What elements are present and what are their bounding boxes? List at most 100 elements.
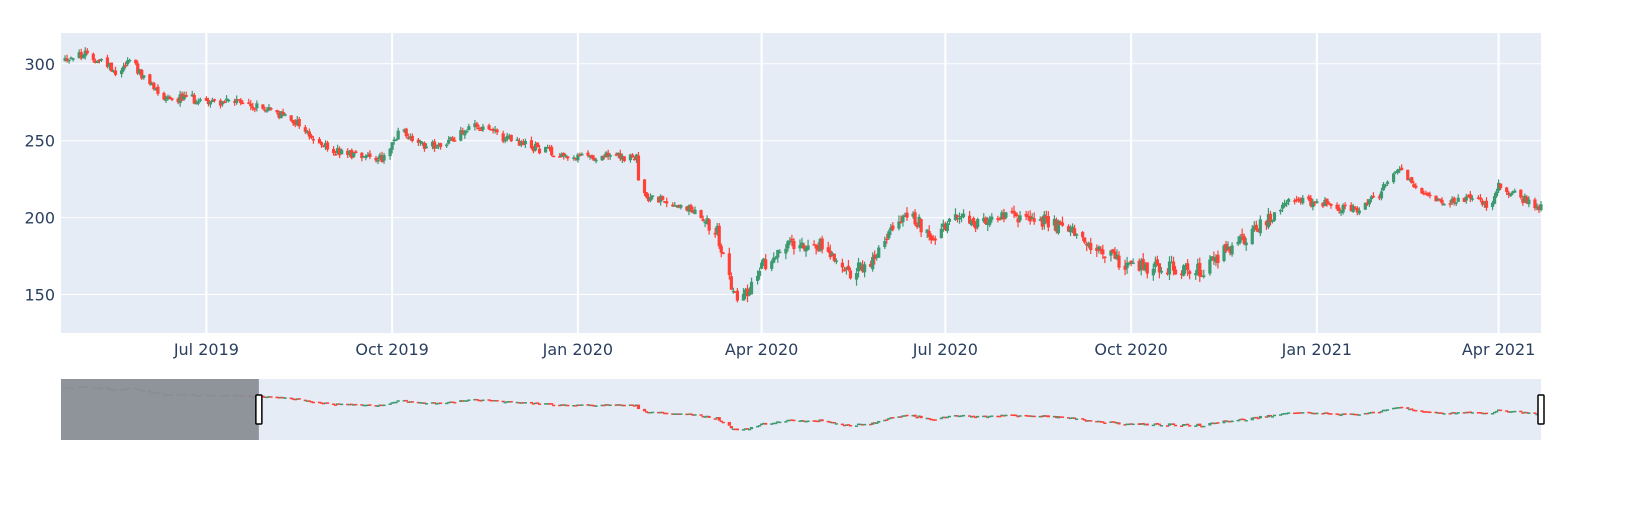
candle-body [1046,216,1050,228]
candle-body [1044,215,1048,218]
candle-body [826,247,830,252]
candle-body [1494,191,1499,197]
candle-body [1436,198,1440,201]
mini-candle [1426,411,1430,413]
candle-body [677,205,681,208]
mini-candle [1244,420,1248,422]
mini-candle [927,417,931,420]
mini-candle [1511,410,1515,413]
candle-body [602,155,606,158]
mini-candle [1476,412,1481,414]
mini-candle [1525,411,1529,414]
mini-candle [1101,421,1105,423]
candle-body [883,241,887,247]
candle-body [927,230,931,238]
mini-candle [1139,423,1143,425]
candle-body [713,232,717,235]
mini-candle [1171,423,1176,425]
candle-body [283,114,287,116]
mini-candle [636,404,641,410]
candle-body [1369,196,1373,200]
mini-candle [350,403,354,406]
candle-body [136,63,140,74]
candle-body [307,131,311,137]
candle-body [1428,194,1432,197]
candle-body [505,135,509,140]
mini-candle [848,424,853,427]
candle-body [1476,197,1481,199]
candle-body [1070,226,1075,229]
candle-body [903,215,907,217]
mini-candle [792,419,796,422]
candle-body [719,245,723,253]
mini-candle [917,415,921,418]
candle-body [871,256,875,270]
mini-candle [1129,423,1133,425]
candle-body [380,155,384,162]
mini-candle [1230,420,1234,423]
mini-candle [531,403,536,405]
candle-body [81,54,85,59]
mini-candle [1167,423,1172,426]
candle-body [410,135,414,141]
mini-candle [1042,415,1046,417]
mini-candle [1450,412,1454,414]
mini-candle [592,405,596,407]
mini-candle [1496,409,1501,411]
mini-candle [1182,424,1186,426]
candle-body [126,60,130,65]
candle-body [1016,218,1020,223]
candle-body [1258,219,1262,234]
candle-body [1450,198,1454,203]
mini-candle [449,401,453,403]
candle-body [451,137,455,141]
candle-body [109,62,114,72]
range-slider-handle-left[interactable] [255,394,263,425]
candle-body [917,216,921,227]
range-slider[interactable] [61,379,1545,440]
mini-candle [844,424,849,426]
mini-candle [1533,412,1537,414]
candle-body [1462,197,1466,202]
candle-body [1490,202,1495,207]
candles [63,47,1543,303]
candle-body [79,52,83,59]
mini-candle [770,423,774,425]
candle-body [707,219,711,231]
candle-body [848,270,853,279]
mini-candle [1254,416,1258,419]
candle-body [352,152,356,157]
mini-candle [574,405,578,407]
mini-candle [338,403,342,405]
candle-body [1165,272,1170,275]
candle-body [1492,196,1497,204]
mini-candle [588,404,592,407]
candle-body [481,126,485,130]
mini-candle [1396,407,1400,409]
candle-body [77,52,81,59]
mini-candle [1385,409,1390,411]
candle-body [1030,217,1034,220]
mini-candle [1448,413,1452,415]
mini-candle [1297,412,1301,414]
candle-body [515,139,519,141]
mini-candle [804,420,808,423]
candle-body [85,50,89,54]
candle-body [142,75,146,78]
candle-body [178,94,182,104]
candle-body [1315,201,1319,204]
candle-body [1499,183,1503,189]
candle-body [842,269,847,272]
candle-body [362,155,366,158]
mini-candle [487,399,491,401]
candle-body [529,140,534,149]
mini-candle [281,396,285,399]
mini-candle [854,425,859,427]
range-slider-handle-right[interactable] [1537,394,1545,425]
candle-body [731,290,735,293]
candle-body [1523,195,1527,202]
mini-candle [634,404,639,406]
candle-body [1054,219,1059,232]
candle-body [1056,220,1061,234]
mini-candle [931,419,935,421]
